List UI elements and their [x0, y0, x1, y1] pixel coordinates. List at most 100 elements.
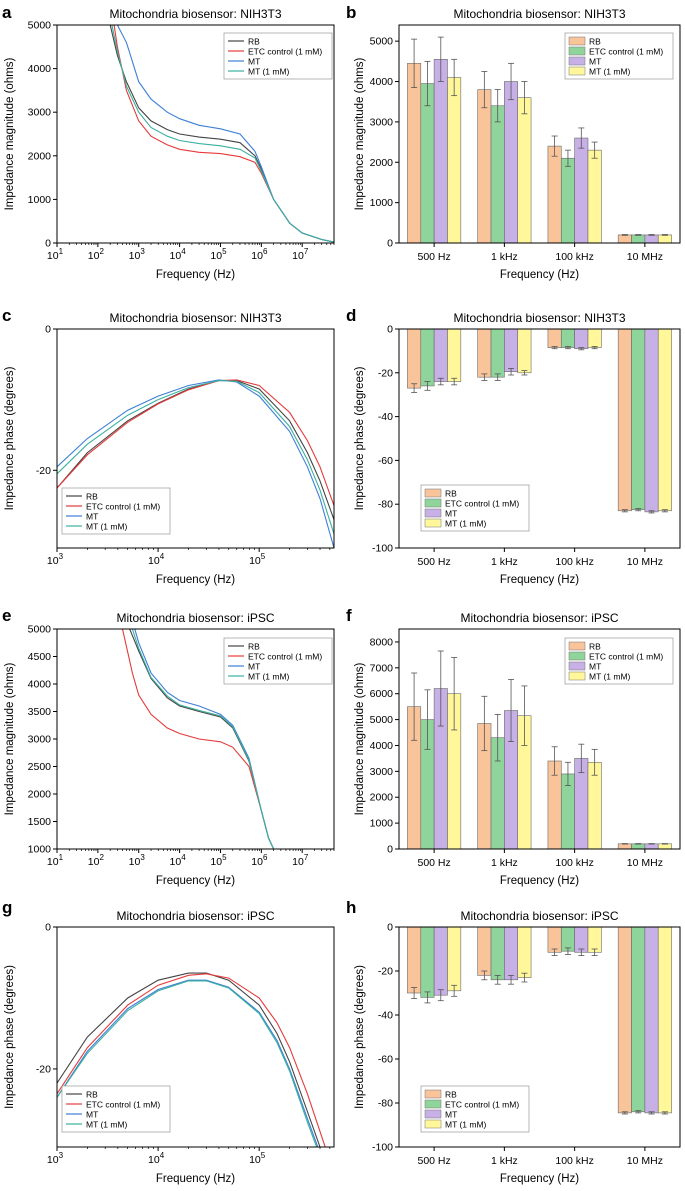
- legend-label-b: MT: [589, 57, 601, 67]
- bar-h-barMT1: [657, 926, 672, 1114]
- legend-label-g: ETC control (1 mM): [86, 1100, 160, 1110]
- bar-h-barETC: [420, 926, 435, 998]
- y-tick-label-e: 5000: [28, 624, 52, 636]
- legend-label-b: RB: [589, 37, 601, 47]
- x-tick-label-e: 101: [47, 853, 64, 868]
- y-tick-label-a: 1000: [28, 194, 52, 206]
- x-tick-label-d: 10 MHz: [627, 556, 663, 568]
- y-tick-label-b: 0: [387, 238, 393, 250]
- chart-title-h: Mitochondria biosensor: iPSC: [460, 909, 618, 923]
- x-tick-label-a: 107: [292, 247, 309, 262]
- legend-label-g: MT (1 mM): [86, 1120, 128, 1130]
- x-tick-label-f: 1 kHz: [491, 857, 518, 869]
- y-axis-label-d: Impedance phase (degrees): [354, 366, 366, 510]
- legend-swatch-d: [424, 508, 442, 518]
- legend-label-h: ETC control (1 mM): [445, 1100, 519, 1110]
- x-tick-label-h: 1 kHz: [491, 1155, 518, 1167]
- bar-h-barMT1: [517, 926, 532, 978]
- legend-label-f: ETC control (1 mM): [589, 652, 663, 662]
- y-tick-label-b: 3000: [370, 116, 394, 128]
- legend-swatch-h: [424, 1119, 442, 1129]
- plot-frame-g: [56, 926, 335, 1148]
- y-tick-label-b: 2000: [370, 157, 394, 169]
- bar-b-barMT: [433, 59, 448, 244]
- panel-d: Mitochondria biosensor: NIH3T3 Frequency …: [354, 311, 681, 586]
- bar-d-barMT1: [587, 328, 602, 348]
- panel-f: Mitochondria biosensor: iPSC Frequency (H…: [354, 611, 681, 887]
- x-tick-label-h: 10 MHz: [627, 1155, 663, 1167]
- series-group-e: [121, 629, 275, 849]
- bar-b-barRB: [617, 234, 632, 244]
- y-tick-label-f: 1000: [370, 818, 394, 830]
- bar-d-barRB: [617, 328, 632, 512]
- chart-title-f: Mitochondria biosensor: iPSC: [460, 611, 618, 625]
- bar-h-barETC: [490, 926, 505, 981]
- bar-h-barETC: [631, 926, 646, 1113]
- bar-d-barMT1: [657, 328, 672, 512]
- bar-d-barETC: [560, 328, 575, 348]
- panel-letter-g: g: [2, 898, 12, 917]
- y-tick-label-e: 1500: [28, 816, 52, 828]
- y-tick-label-e: 4000: [28, 679, 52, 691]
- x-tick-label-e: 104: [170, 853, 187, 868]
- bar-h-barMT1: [587, 926, 602, 953]
- x-tick-label-h: 100 kHz: [555, 1155, 594, 1167]
- y-axis-label-e: Impedance magnitude (ohms): [4, 662, 16, 815]
- bar-b-barETC: [420, 83, 435, 244]
- x-axis-label-c: Frequency (Hz): [156, 574, 235, 586]
- x-tick-label-h: 500 Hz: [417, 1155, 450, 1167]
- bar-d-barETC: [490, 328, 505, 378]
- bar-d-barMT: [644, 328, 659, 513]
- bar-d-barRB: [547, 328, 562, 348]
- x-tick-label-e: 107: [292, 853, 309, 868]
- y-tick-label-f: 7000: [370, 662, 394, 674]
- bar-b-barRB: [407, 63, 422, 244]
- y-axis-label-f: Impedance magnitude (ohms): [354, 662, 366, 815]
- series-group-g: [57, 972, 326, 1147]
- legend-swatch-b: [568, 36, 586, 46]
- panel-b: Mitochondria biosensor: NIH3T3 Frequency …: [354, 7, 681, 281]
- x-tick-label-f: 10 MHz: [627, 857, 663, 869]
- bar-h-barMT1: [447, 926, 462, 992]
- series-line-g-ETC: [57, 973, 326, 1147]
- plot-frame-a: [56, 24, 335, 244]
- x-tick-label-c: 103: [47, 552, 64, 567]
- panel-a: Mitochondria biosensor: NIH3T3 Frequency …: [4, 7, 335, 281]
- y-axis-label-a: Impedance magnitude (ohms): [4, 57, 16, 210]
- y-tick-label-f: 5000: [370, 714, 394, 726]
- y-tick-label-e: 1000: [28, 844, 52, 856]
- bar-d-barMT: [574, 328, 589, 350]
- y-tick-label-h: -100: [372, 1142, 393, 1154]
- series-line-c-MT1: [57, 380, 334, 535]
- x-axis-label-e: Frequency (Hz): [156, 875, 235, 887]
- legend-label-d: MT (1 mM): [445, 519, 487, 529]
- legend-label-d: MT: [445, 509, 457, 519]
- panel-letter-h: h: [346, 898, 356, 917]
- bar-d-barMT1: [517, 328, 532, 374]
- series-group-a: [109, 25, 334, 243]
- plot-frame-b: [398, 24, 681, 244]
- legend-swatch-h: [424, 1089, 442, 1099]
- y-tick-label-h: -60: [378, 1054, 393, 1066]
- y-axis-label-b: Impedance magnitude (ohms): [354, 57, 366, 210]
- x-tick-label-c: 104: [148, 552, 165, 567]
- legend-swatch-f: [568, 641, 586, 651]
- series-line-c-ETC: [57, 379, 334, 506]
- bar-d-barMT: [504, 328, 519, 373]
- bar-h-barRB: [617, 926, 632, 1114]
- bar-b-barETC: [490, 105, 505, 244]
- x-tick-label-b: 100 kHz: [555, 251, 594, 263]
- plot-frame-c: [56, 328, 335, 549]
- legend-label-h: MT (1 mM): [445, 1120, 487, 1130]
- chart-title-e: Mitochondria biosensor: iPSC: [116, 611, 274, 625]
- y-tick-label-f: 3000: [370, 766, 394, 778]
- panel-letter-e: e: [2, 606, 11, 625]
- panel-letter-b: b: [346, 3, 356, 22]
- y-tick-label-d: -100: [372, 543, 393, 555]
